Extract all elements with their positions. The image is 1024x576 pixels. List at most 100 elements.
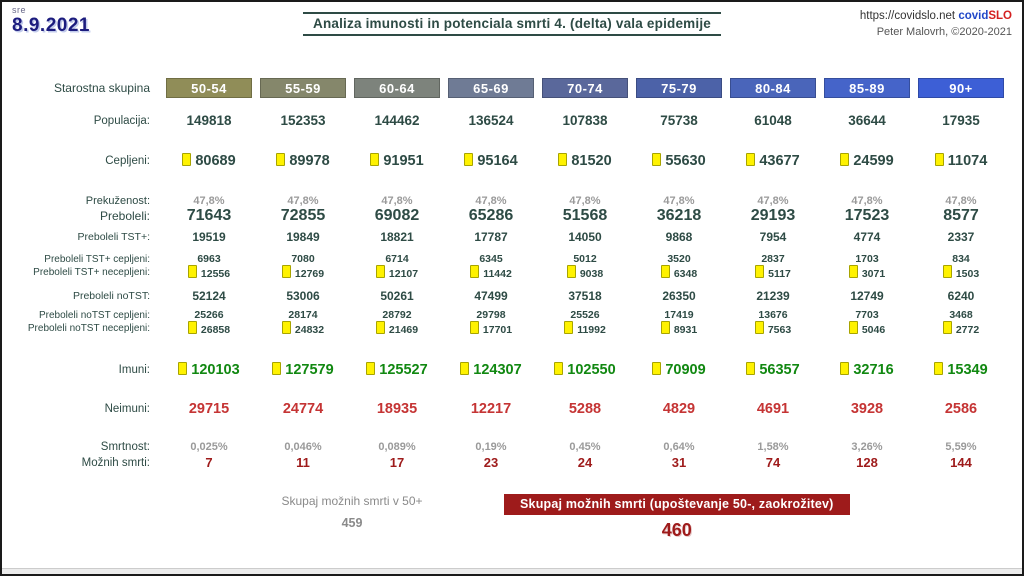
cell-value: 3468 <box>949 309 973 321</box>
value-cell: 12217 <box>444 401 538 417</box>
value-cell: 29798 <box>444 309 538 321</box>
value-cell: 72855 <box>256 207 350 225</box>
vaccine-vial-icon <box>848 265 858 278</box>
vaccine-vial-icon <box>554 362 564 375</box>
cell-value: 6714 <box>385 253 409 265</box>
value-cell: 1503 <box>914 265 1008 280</box>
value-cell: 23 <box>444 455 538 470</box>
value-cell: 149818 <box>162 113 256 128</box>
table-row-preboleli-notst: Preboleli noTST: 52124 53006 50261 47499 3751… <box>12 289 1022 303</box>
value-cell: 28174 <box>256 309 350 321</box>
vaccine-vial-icon <box>178 362 188 375</box>
cell-value: 0,089% <box>378 441 416 453</box>
cell-value: 4774 <box>853 230 881 244</box>
value-cell: 47499 <box>444 289 538 303</box>
value-cell: 47,8% <box>914 195 1008 207</box>
date-box: sre 8.9.2021 <box>12 6 90 36</box>
value-cell: 1703 <box>820 253 914 265</box>
cell-value: 128 <box>856 455 878 470</box>
vaccine-vial-icon <box>460 362 470 375</box>
value-cell: 834 <box>914 253 1008 265</box>
cell-value: 24 <box>577 455 593 470</box>
value-cell: 47,8% <box>820 195 914 207</box>
cell-value: 1703 <box>855 253 879 265</box>
value-cell: 19519 <box>162 230 256 244</box>
value-cell: 37518 <box>538 289 632 303</box>
table-row-neimuni: Neimuni: 29715 24774 18935 12217 5288 4829 4691… <box>12 401 1022 417</box>
cell-value: 834 <box>952 253 970 265</box>
cell-value: 47,8% <box>569 195 601 207</box>
value-cell: 43677 <box>726 153 820 169</box>
row-label-cepljeni: Cepljeni: <box>105 155 150 167</box>
value-cell: 71643 <box>162 207 256 225</box>
cell-value: 81520 <box>571 153 612 169</box>
value-cell: 2772 <box>914 321 1008 336</box>
value-cell: 29193 <box>726 207 820 225</box>
row-label-preboleli: Preboleli: <box>99 209 150 223</box>
value-cell: 11992 <box>538 321 632 336</box>
vaccine-vial-icon <box>469 321 479 334</box>
cell-value: 29715 <box>188 401 230 417</box>
cell-value: 7703 <box>855 309 879 321</box>
cell-value: 21239 <box>756 289 790 303</box>
cell-value: 144 <box>950 455 972 470</box>
value-cell: 7080 <box>256 253 350 265</box>
cell-value: 28174 <box>288 309 318 321</box>
value-cell: 102550 <box>538 362 632 378</box>
value-cell: 91951 <box>350 153 444 169</box>
value-cell: 4774 <box>820 230 914 244</box>
author-copyright: Peter Malovrh, ©2020-2021 <box>876 25 1012 38</box>
vaccine-vial-icon <box>848 321 858 334</box>
value-cell: 17 <box>350 455 444 470</box>
value-cell: 3071 <box>820 265 914 280</box>
cell-value: 2837 <box>761 253 785 265</box>
cell-value: 37518 <box>568 289 602 303</box>
value-cell: 47,8% <box>444 195 538 207</box>
cell-value: 7080 <box>291 253 315 265</box>
value-cell: 47,8% <box>350 195 444 207</box>
value-cell: 26858 <box>162 321 256 336</box>
value-cell: 70909 <box>632 362 726 378</box>
cell-value: 18935 <box>376 401 418 417</box>
vaccine-vial-icon <box>754 321 764 334</box>
value-cell: 24 <box>538 455 632 470</box>
vaccine-vial-icon <box>187 265 197 278</box>
sum-50plus-value: 459 <box>341 516 363 530</box>
cell-value: 8577 <box>943 207 979 224</box>
cell-value: 11074 <box>947 153 988 169</box>
value-cell: 3468 <box>914 309 1008 321</box>
cell-value: 12107 <box>388 268 419 280</box>
row-label-smrtnost: Smrtnost: <box>100 441 150 453</box>
cell-value: 26858 <box>200 324 231 336</box>
value-cell: 120103 <box>162 362 256 378</box>
value-cell: 47,8% <box>256 195 350 207</box>
vaccine-vial-icon <box>470 265 480 278</box>
cell-value: 71643 <box>186 207 232 224</box>
horizontal-scrollbar[interactable] <box>2 568 1022 574</box>
cell-value: 12217 <box>470 401 512 417</box>
cell-value: 56357 <box>759 362 800 378</box>
cell-value: 9038 <box>579 268 604 280</box>
cell-value: 89978 <box>289 153 330 169</box>
cell-value: 6963 <box>197 253 221 265</box>
site-url-link[interactable]: https://covidslo.net <box>859 10 956 22</box>
age-group-header-50-54: 50-54 <box>166 78 252 98</box>
cell-value: 91951 <box>383 153 424 169</box>
vaccine-vial-icon <box>375 321 385 334</box>
row-label-imuni: Imuni: <box>118 364 150 376</box>
cell-value: 55630 <box>665 153 706 169</box>
value-cell: 17523 <box>820 207 914 225</box>
value-cell: 47,8% <box>162 195 256 207</box>
vaccine-vial-icon <box>652 153 662 166</box>
brand-covid: covid <box>958 10 989 22</box>
cell-value: 65286 <box>468 207 514 224</box>
value-cell: 8577 <box>914 207 1008 225</box>
value-cell: 0,089% <box>350 441 444 453</box>
cell-value: 6240 <box>947 289 975 303</box>
cell-value: 72855 <box>280 207 326 224</box>
table-row-smrtnost: Smrtnost: 0,025% 0,046% 0,089% 0,19% 0,45% 0,6… <box>12 441 1022 453</box>
value-cell: 11 <box>256 455 350 470</box>
cell-value: 6345 <box>479 253 503 265</box>
value-cell: 51568 <box>538 207 632 225</box>
